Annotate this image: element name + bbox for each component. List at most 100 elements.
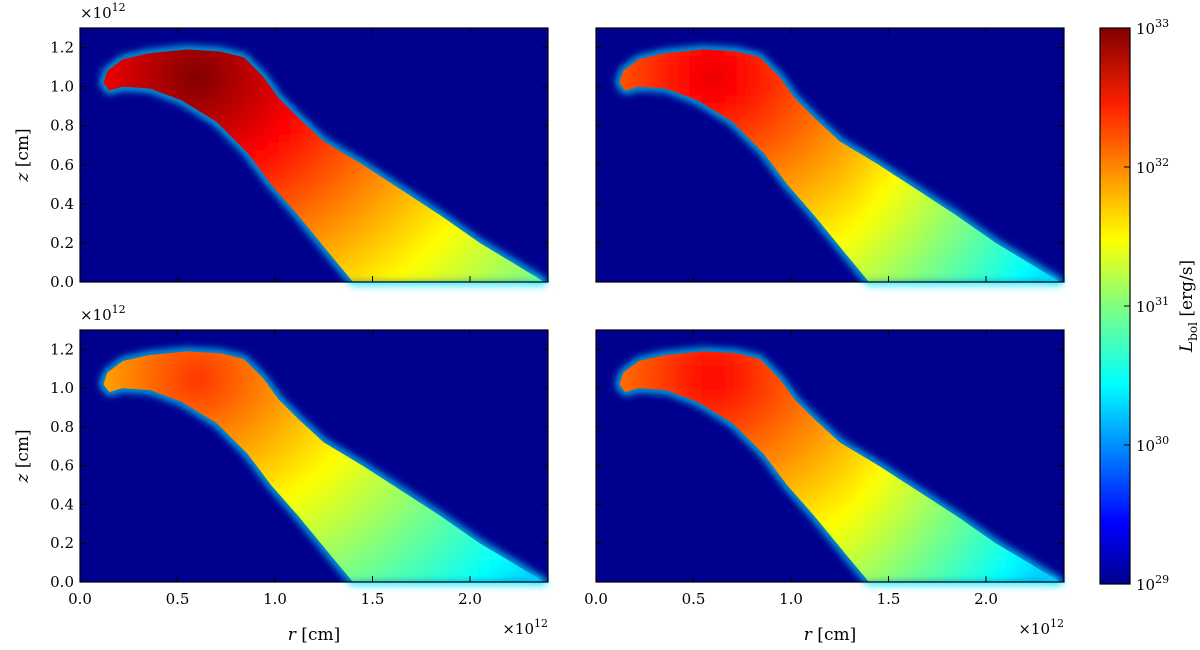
heat-cell xyxy=(466,235,479,244)
heat-cell xyxy=(806,188,820,198)
heat-cell xyxy=(314,465,327,475)
heat-cell xyxy=(888,258,902,268)
heat-cell xyxy=(267,86,280,96)
heat-cell xyxy=(689,55,703,65)
heat-cell xyxy=(208,49,222,57)
heat-cell xyxy=(442,266,456,276)
heat-cell xyxy=(419,242,432,252)
heat-cell xyxy=(197,351,210,359)
heat-cell xyxy=(138,70,152,80)
heat-cell xyxy=(360,481,374,490)
heat-cell xyxy=(255,149,269,158)
heat-cell xyxy=(126,78,140,88)
heat-cell xyxy=(794,426,808,436)
heat-cell xyxy=(267,94,280,104)
heat-cell xyxy=(713,102,726,112)
heat-cell xyxy=(302,496,315,506)
heat-cell xyxy=(372,496,386,506)
heat-cell xyxy=(419,504,432,514)
y-tick-label: 1.0 xyxy=(50,379,74,397)
heat-cell xyxy=(876,558,890,568)
y-tick-label: 1.2 xyxy=(50,39,74,57)
heat-cell xyxy=(232,434,245,444)
heat-cell xyxy=(841,450,855,459)
heat-cell xyxy=(325,242,339,252)
heat-cell xyxy=(911,488,925,498)
heat-cell xyxy=(407,566,421,576)
heat-cell xyxy=(830,203,843,213)
heat-cell xyxy=(372,180,386,190)
heat-cell xyxy=(454,527,468,537)
heat-cell xyxy=(701,55,714,65)
heat-cell xyxy=(349,527,362,537)
heat-cell xyxy=(220,426,234,436)
heat-cell xyxy=(243,86,257,96)
heat-cell xyxy=(278,457,292,467)
heat-cell xyxy=(619,372,633,382)
heat-cell xyxy=(126,55,140,65)
heat-cell xyxy=(372,242,386,252)
heat-cell xyxy=(759,117,773,127)
heat-cell xyxy=(360,250,374,260)
heat-cell xyxy=(372,250,386,260)
heat-cell xyxy=(724,70,738,80)
heat-cell xyxy=(841,457,855,467)
heat-cell xyxy=(115,63,128,72)
heat-cell xyxy=(395,196,409,205)
heat-cell xyxy=(255,141,269,151)
heat-cell xyxy=(911,504,925,514)
heat-cell xyxy=(654,380,668,390)
heat-cell xyxy=(243,411,257,421)
heat-cell xyxy=(713,351,726,359)
heat-cell xyxy=(923,219,937,229)
heat-cell xyxy=(771,403,785,413)
heat-cell xyxy=(806,172,820,182)
heat-cell xyxy=(290,434,304,444)
heat-cell xyxy=(243,388,257,397)
heat-cell xyxy=(407,574,421,582)
heat-cell xyxy=(255,117,269,127)
heat-cell xyxy=(666,63,679,72)
heat-cell xyxy=(243,133,257,143)
heat-cell xyxy=(372,558,386,568)
heat-cell xyxy=(302,180,315,190)
heat-cell xyxy=(267,133,280,143)
heat-cell xyxy=(255,156,269,166)
y-tick-label: 0.6 xyxy=(50,457,74,475)
heat-cell xyxy=(911,519,925,529)
heat-cell xyxy=(220,395,234,405)
heat-cell xyxy=(337,242,351,252)
x-axis-label: r [cm] xyxy=(288,625,340,645)
heat-cell xyxy=(865,188,878,198)
heat-cell xyxy=(736,117,750,127)
heat-cell xyxy=(384,566,397,576)
heat-cell xyxy=(736,403,750,413)
heat-cell xyxy=(197,403,210,413)
heat-cell xyxy=(970,258,984,268)
heat-cell xyxy=(314,481,327,490)
heat-cell xyxy=(267,125,280,135)
heat-cell xyxy=(431,519,444,529)
heat-cell xyxy=(325,149,339,158)
heat-cell xyxy=(103,78,117,88)
heat-cell xyxy=(982,258,995,268)
heat-cell xyxy=(947,235,960,244)
heat-cell xyxy=(384,527,397,537)
heat-cell xyxy=(372,219,386,229)
heat-cell xyxy=(759,426,773,436)
heat-cell xyxy=(865,266,878,276)
heat-cell xyxy=(278,419,292,428)
heat-cell xyxy=(407,535,421,545)
y-multiplier: ×1012 xyxy=(80,303,126,324)
heat-cell xyxy=(724,102,738,112)
heat-cell xyxy=(830,535,843,545)
heat-cell xyxy=(818,496,831,506)
heat-cell xyxy=(713,78,726,88)
heat-cell xyxy=(748,125,761,135)
heat-cell xyxy=(372,574,386,582)
heat-cell xyxy=(232,419,245,428)
heat-cell xyxy=(794,450,808,459)
heat-cell xyxy=(736,372,750,382)
heat-cell xyxy=(442,227,456,237)
heat-cell xyxy=(947,211,960,221)
